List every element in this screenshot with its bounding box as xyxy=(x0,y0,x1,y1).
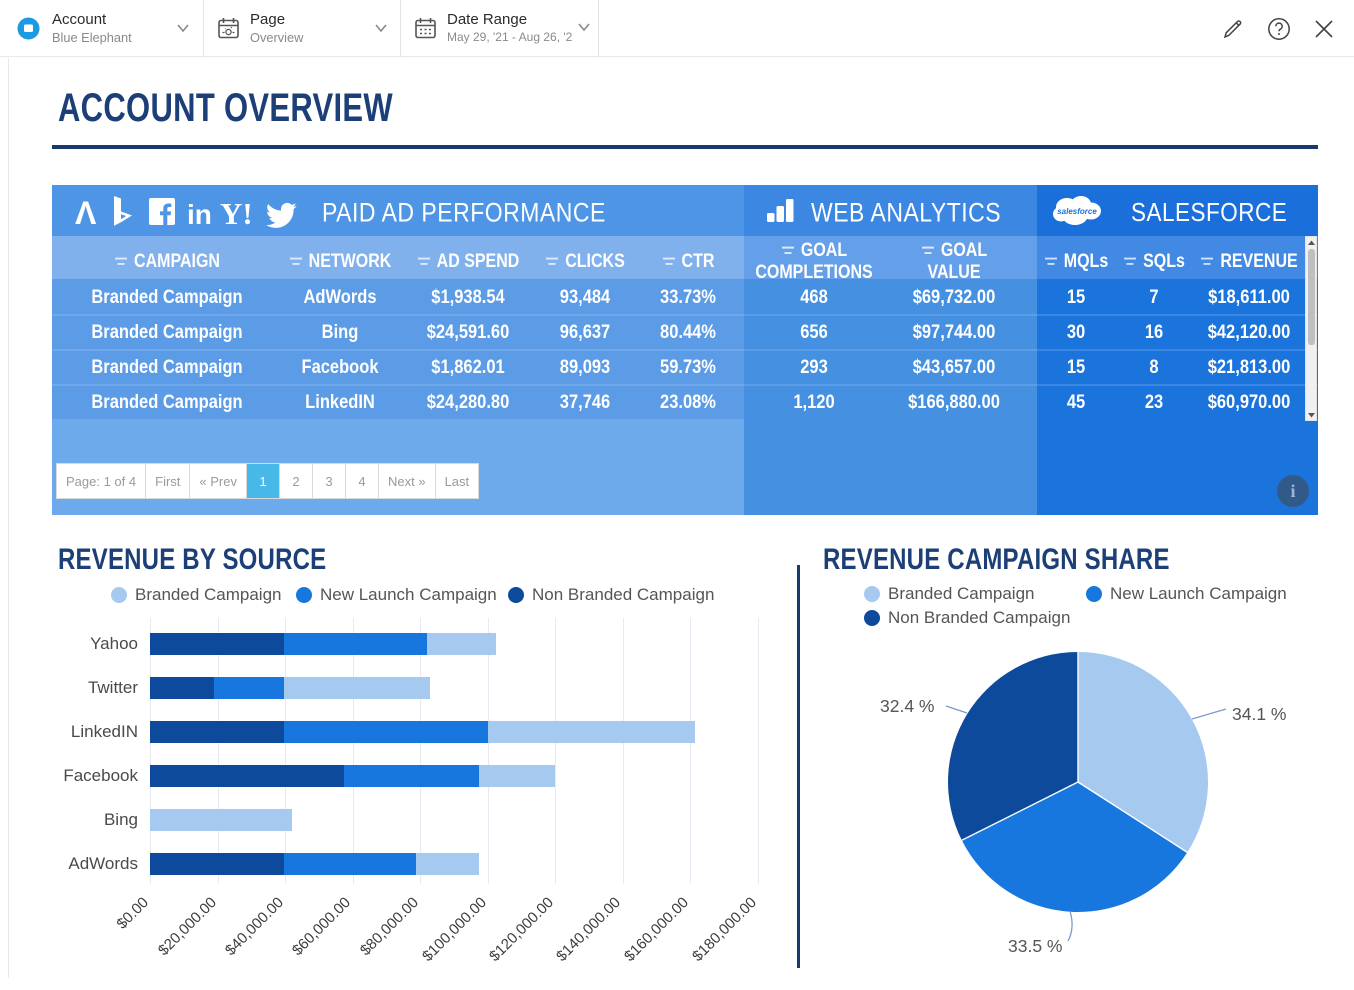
svg-text:salesforce: salesforce xyxy=(1057,207,1097,216)
svg-text:in: in xyxy=(187,199,212,228)
svg-text:Λ: Λ xyxy=(75,195,97,228)
svg-text:34.1 %: 34.1 % xyxy=(1232,704,1286,724)
svg-text:32.4 %: 32.4 % xyxy=(880,696,934,716)
svg-text:33.5 %: 33.5 % xyxy=(1008,936,1062,956)
svg-text:Y!: Y! xyxy=(220,196,253,228)
